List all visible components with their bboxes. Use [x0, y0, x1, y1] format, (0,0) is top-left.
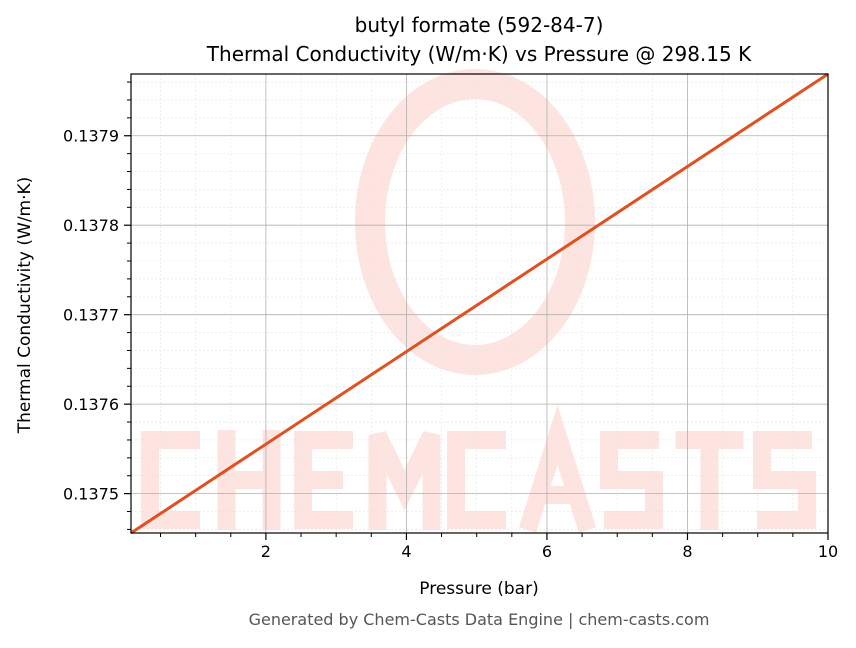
- chart-subtitle: Thermal Conductivity (W/m·K) vs Pressure…: [206, 42, 752, 66]
- series-line: [130, 72, 829, 535]
- x-tick-label: 2: [261, 542, 271, 561]
- y-axis-label: Thermal Conductivity (W/m·K): [15, 177, 35, 435]
- watermark-letter: [753, 431, 816, 529]
- y-tick-label: 0.1375: [63, 485, 119, 504]
- x-tick-label: 6: [542, 542, 552, 561]
- watermark-swirl: [355, 69, 595, 375]
- watermark-letter: [141, 431, 200, 529]
- watermark-letter: [294, 431, 353, 529]
- watermark-logo: [141, 69, 816, 533]
- x-tick-label: 8: [682, 542, 692, 561]
- x-axis-label: Pressure (bar): [419, 579, 538, 599]
- y-tick-label: 0.1377: [63, 306, 119, 325]
- x-tick-label: 4: [401, 542, 411, 561]
- plot-frame: [130, 73, 829, 534]
- watermark-letter: [600, 431, 663, 529]
- y-tick-label: 0.1379: [63, 127, 119, 146]
- watermark-letter: [675, 431, 744, 530]
- watermark-lettering: [141, 405, 816, 533]
- y-tick-label: 0.1378: [63, 216, 119, 235]
- footer-text: Generated by Chem-Casts Data Engine | ch…: [249, 610, 710, 629]
- watermark-letter: [447, 431, 506, 529]
- y-tick-label: 0.1376: [63, 395, 119, 414]
- chart-title: butyl formate (592-84-7): [355, 13, 604, 37]
- watermark-letter: [217, 430, 281, 530]
- watermark-letter: [368, 431, 441, 530]
- watermark-letter: [518, 405, 597, 533]
- x-tick-label: 10: [818, 542, 838, 561]
